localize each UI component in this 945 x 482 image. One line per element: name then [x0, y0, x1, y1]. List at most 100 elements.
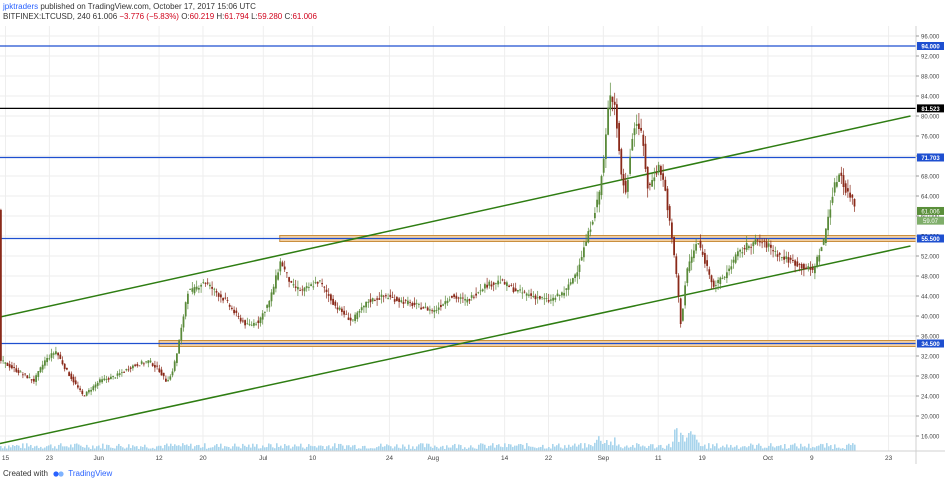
- candle-body: [673, 236, 675, 256]
- volume-bar: [482, 443, 484, 451]
- candle-body: [732, 259, 735, 263]
- candle-body: [404, 299, 407, 301]
- candle-body: [363, 305, 365, 308]
- volume-bar: [502, 447, 504, 451]
- volume-bar: [844, 448, 846, 451]
- volume-bar: [42, 448, 44, 451]
- volume-bar: [548, 447, 550, 451]
- author-link[interactable]: jpktraders: [3, 2, 39, 11]
- volume-bar: [590, 445, 592, 451]
- candle-body: [19, 371, 22, 373]
- candle-body: [235, 310, 238, 313]
- candle-body: [334, 301, 337, 306]
- volume-bar: [130, 448, 132, 451]
- volume-bar: [2, 448, 4, 451]
- candle-body: [426, 307, 429, 311]
- volume-bar: [626, 445, 628, 451]
- candle-body: [486, 284, 488, 288]
- volume-bar: [558, 443, 560, 451]
- volume-bar: [146, 447, 148, 451]
- volume-bar: [516, 445, 518, 451]
- candle-body: [211, 286, 213, 289]
- candle-body: [8, 364, 11, 368]
- volume-bar: [78, 444, 80, 451]
- candle-body: [132, 365, 134, 369]
- volume-bar: [306, 446, 308, 451]
- volume-bar: [224, 446, 226, 451]
- level-tag-label: 34.500: [921, 342, 940, 348]
- candle-body: [497, 280, 499, 285]
- candle-body: [215, 291, 218, 293]
- volume-bar: [74, 443, 76, 451]
- candle-body: [809, 267, 812, 270]
- volume-bar: [160, 445, 162, 451]
- volume-bar: [164, 445, 166, 451]
- volume-bar: [4, 446, 6, 451]
- candle-body: [160, 369, 163, 376]
- tradingview-brand[interactable]: TradingView: [68, 469, 113, 478]
- candle-body: [103, 378, 106, 381]
- volume-bar: [382, 446, 384, 451]
- volume-bar: [192, 448, 194, 451]
- candle-body: [488, 281, 491, 286]
- candle-body: [818, 255, 821, 262]
- volume-bar: [278, 446, 280, 451]
- candle-body: [244, 320, 246, 326]
- candle-body: [129, 367, 132, 369]
- volume-bar: [584, 443, 586, 451]
- volume-bar: [742, 446, 744, 451]
- candle-body: [473, 296, 475, 298]
- volume-bar: [166, 443, 168, 451]
- volume-bar: [304, 448, 306, 451]
- candle-body: [369, 299, 372, 303]
- volume-bar: [300, 443, 302, 451]
- volume-bar: [764, 447, 766, 451]
- candle-body: [781, 257, 783, 258]
- candle-body: [462, 297, 464, 299]
- candle-body: [525, 293, 528, 296]
- volume-bar: [814, 447, 816, 451]
- candle-body: [305, 286, 308, 289]
- volume-bar: [196, 445, 198, 451]
- volume-bar: [76, 443, 78, 451]
- candle-body: [596, 199, 598, 208]
- volume-bar: [678, 441, 680, 451]
- volume-bar: [686, 437, 688, 451]
- volume-bar: [150, 448, 152, 451]
- volume-bar: [610, 441, 612, 451]
- candle-body: [380, 294, 383, 298]
- candle-body: [158, 368, 161, 373]
- volume-bar: [632, 445, 634, 451]
- open-value: 60.219: [189, 12, 215, 21]
- volume-bar: [744, 446, 746, 451]
- candle-body: [189, 288, 191, 290]
- candle-body: [154, 365, 156, 368]
- volume-bar: [714, 446, 716, 451]
- candle-body: [503, 282, 506, 285]
- candle-body: [721, 277, 724, 279]
- candle-body: [402, 301, 405, 304]
- level-tag: [917, 153, 944, 162]
- x-tick-label: Jul: [259, 455, 268, 462]
- candle-body: [655, 173, 658, 175]
- volume-bar: [488, 445, 490, 451]
- candle-body: [442, 304, 444, 306]
- volume-bar: [568, 444, 570, 451]
- volume-bar: [54, 446, 56, 451]
- volume-bar: [346, 445, 348, 451]
- y-tick-label: 48.000: [921, 275, 940, 281]
- candle-body: [118, 373, 121, 375]
- tradingview-logo-icon: [53, 471, 64, 477]
- volume-bar: [800, 443, 802, 451]
- candle-body: [660, 166, 662, 175]
- candle-body: [541, 297, 543, 299]
- candle-body: [338, 307, 341, 310]
- candle-body: [726, 272, 728, 279]
- volume-bar: [180, 446, 182, 451]
- candle-body: [382, 295, 385, 297]
- level-tag: [917, 42, 944, 50]
- volume-bar: [790, 444, 792, 451]
- candle-body: [308, 286, 310, 288]
- candle-body: [627, 179, 629, 192]
